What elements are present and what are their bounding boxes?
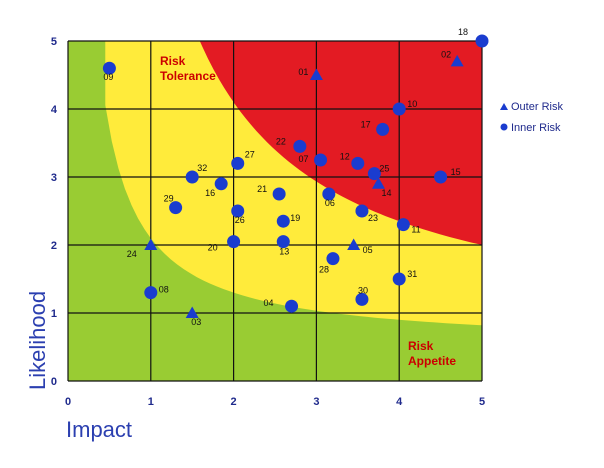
inner-risk-marker: [185, 170, 199, 184]
inner-risk-marker: [231, 156, 245, 170]
outer-risk-marker: [450, 54, 464, 67]
point-label: 16: [205, 188, 215, 198]
legend-inner-risk-marker: [500, 123, 508, 131]
inner-risk-marker: [227, 235, 241, 249]
point-label: 15: [451, 167, 461, 177]
inner-risk-marker: [367, 167, 381, 181]
high-risk-zone: [199, 41, 482, 246]
point-label: 08: [159, 285, 169, 295]
inner-risk-marker: [102, 61, 116, 75]
outer-risk-marker: [347, 238, 361, 250]
x-tick-label: 1: [148, 396, 154, 408]
x-axis-title: Impact: [66, 417, 132, 442]
risk-tolerance-label: Risk Tolerance: [160, 54, 216, 83]
inner-risk-marker: [326, 252, 340, 266]
inner-risk-marker: [293, 139, 307, 153]
inner-risk-marker: [214, 177, 228, 191]
y-tick-label: 1: [51, 308, 57, 320]
point-label: 10: [407, 99, 417, 109]
legend-outer-risk-marker: [500, 103, 508, 110]
inner-risk-marker: [276, 214, 290, 228]
inner-risk-marker: [434, 170, 448, 184]
outer-risk-marker: [309, 68, 323, 80]
point-label: 12: [340, 151, 350, 161]
point-label: 20: [208, 243, 218, 253]
inner-risk-marker: [322, 187, 336, 201]
data-points: 01 02 03 05 14 24 04 06 07 08 09 10 11 12 13 15 16 17 18 19…: [102, 27, 489, 327]
grid-lines: [67, 40, 483, 382]
inner-risk-marker: [396, 218, 410, 232]
point-label: 04: [264, 298, 274, 308]
y-tick-label: 4: [51, 104, 58, 116]
point-label: 19: [290, 213, 300, 223]
point-label: 14: [382, 188, 392, 198]
inner-risk-marker: [376, 122, 390, 136]
legend: Outer Risk Inner Risk: [500, 101, 563, 134]
legend-outer-risk-label: Outer Risk: [511, 101, 563, 113]
point-label: 17: [361, 119, 371, 129]
point-label: 09: [103, 72, 113, 82]
inner-risk-marker: [392, 102, 406, 116]
y-tick-label: 5: [51, 36, 57, 48]
outer-risk-marker: [185, 306, 199, 318]
point-label: 27: [245, 149, 255, 159]
y-axis-title: Likelihood: [25, 291, 50, 390]
point-label: 28: [319, 265, 329, 275]
point-label: 07: [299, 154, 309, 164]
point-label: 24: [127, 249, 137, 259]
point-label: 30: [358, 285, 368, 295]
inner-risk-marker: [351, 156, 365, 170]
outer-risk-marker: [144, 238, 158, 250]
x-tick-label: 4: [396, 396, 403, 408]
y-tick-label: 0: [51, 376, 57, 388]
y-tick-label: 2: [51, 240, 57, 252]
inner-risk-marker: [475, 34, 489, 48]
inner-risk-marker: [272, 187, 286, 201]
inner-risk-marker: [314, 153, 328, 167]
point-label: 05: [363, 245, 373, 255]
inner-risk-marker: [231, 204, 245, 218]
point-label: 23: [368, 213, 378, 223]
outer-risk-marker: [372, 177, 385, 189]
point-label: 06: [325, 198, 335, 208]
point-label: 26: [235, 215, 245, 225]
point-label: 18: [458, 27, 468, 37]
point-label: 32: [197, 163, 207, 173]
point-label: 22: [276, 136, 286, 146]
inner-risk-marker: [392, 272, 406, 286]
x-tick-label: 2: [231, 396, 237, 408]
point-label: 02: [441, 49, 451, 59]
point-label: 21: [257, 184, 267, 194]
point-label: 03: [191, 317, 201, 327]
point-label: 25: [379, 164, 389, 174]
point-label: 29: [164, 194, 174, 204]
risk-appetite-label: Risk Appetite: [408, 339, 456, 368]
inner-risk-marker: [285, 299, 299, 313]
point-label: 11: [411, 225, 420, 235]
x-tick-label: 0: [65, 396, 71, 408]
point-label: 31: [407, 269, 417, 279]
x-tick-label: 5: [479, 396, 485, 408]
point-label: 13: [279, 247, 289, 257]
inner-risk-marker: [355, 292, 369, 306]
inner-risk-marker: [276, 235, 290, 249]
inner-risk-marker: [144, 286, 158, 300]
y-tick-label: 3: [51, 172, 57, 184]
legend-inner-risk-label: Inner Risk: [511, 122, 561, 134]
point-label: 01: [298, 67, 308, 77]
inner-risk-marker: [169, 201, 183, 215]
inner-risk-marker: [355, 204, 369, 218]
x-tick-label: 3: [313, 396, 319, 408]
